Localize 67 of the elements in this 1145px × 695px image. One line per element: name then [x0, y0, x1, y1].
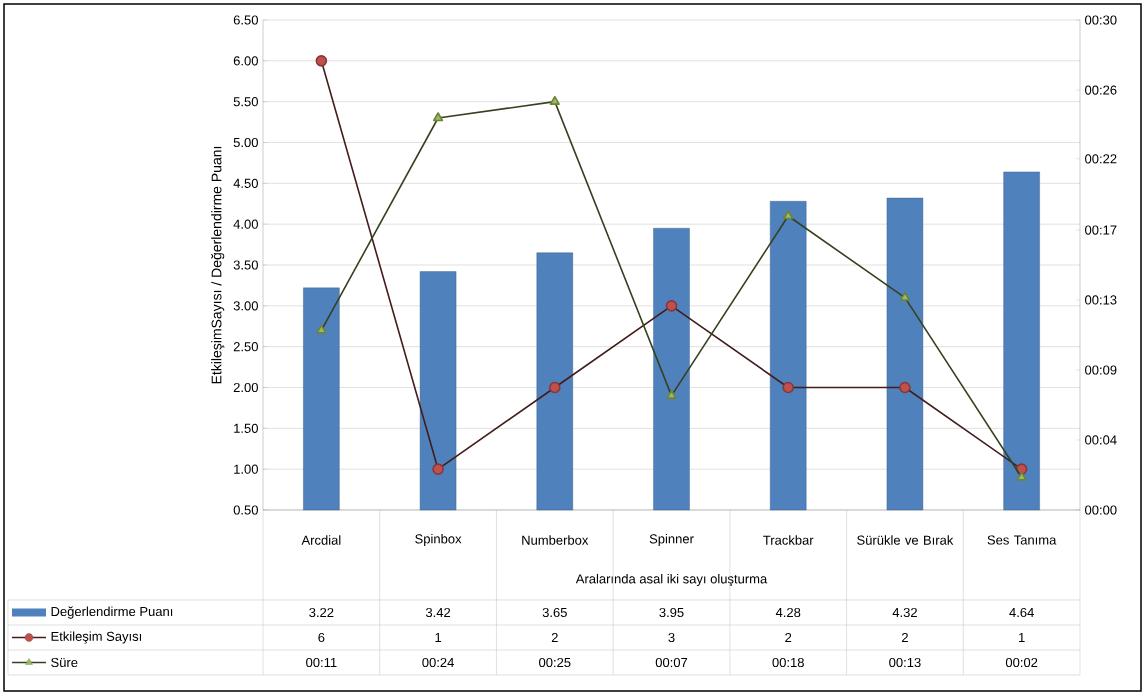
x-tick-label: Ses Tanıma [987, 535, 1057, 545]
y-tick-label: 4.00 [233, 219, 258, 229]
data-label: 3.42 [425, 607, 451, 618]
y2-tick-label: 00:17 [1085, 225, 1117, 235]
y2-tick-label: 00:22 [1085, 154, 1117, 164]
data-label: 2 [785, 632, 792, 643]
y2-tick-label: 00:04 [1085, 435, 1117, 445]
data-label: 00:07 [655, 657, 688, 668]
y-tick-label: 2.50 [233, 342, 258, 352]
y-tick-label: 4.50 [233, 178, 258, 188]
point [549, 95, 560, 105]
data-label: 3 [668, 632, 675, 643]
data-label: 1 [1019, 633, 1025, 642]
data-label: 4.28 [775, 607, 801, 618]
data-label: 00:24 [422, 657, 454, 668]
point [432, 112, 444, 122]
data-label: 2 [901, 632, 908, 643]
x-tick-label: Trackbar [763, 535, 814, 545]
y2-tick-label: 00:26 [1085, 85, 1117, 95]
data-label: 00:25 [539, 657, 571, 668]
y-tick-label: 3.50 [233, 260, 258, 270]
legend-label: Süre [51, 657, 78, 668]
point [548, 381, 561, 394]
x-axis-title: Aralarında asal iki sayı oluşturma [575, 573, 768, 587]
point [1016, 471, 1027, 481]
y-tick-label: 1.00 [234, 464, 258, 474]
y-tick-label: 5.50 [233, 97, 258, 107]
y-tick-label: 1.50 [234, 423, 258, 433]
point [666, 389, 677, 399]
y-tick-label: 6.00 [233, 56, 258, 66]
y2-tick-label: 00:09 [1085, 365, 1117, 375]
x-tick-label: Sürükle ve Bırak [857, 535, 954, 545]
data-label: 2 [551, 632, 558, 643]
point [783, 210, 794, 220]
data-label: 6 [318, 632, 325, 643]
legend-label: Etkileşim Sayısı [51, 631, 142, 644]
data-label: 3.95 [659, 607, 684, 618]
point [315, 55, 328, 67]
x-tick-label: Arcdial [301, 535, 341, 545]
point [899, 291, 911, 301]
y-tick-label: 5.00 [233, 137, 258, 148]
point [316, 324, 327, 334]
data-label: 00:11 [306, 657, 337, 668]
x-tick-label: Spinner [649, 533, 694, 547]
y-tick-label: 0.50 [233, 505, 258, 515]
point [899, 381, 911, 394]
y-tick-label: 3.00 [233, 301, 258, 311]
legend-label: Değerlendirme Puanı [51, 606, 173, 619]
y2-tick-label: 00:00 [1085, 505, 1117, 515]
data-label: 00:02 [1005, 657, 1038, 668]
y-axis-title: EtkileşimSayısı / Değerlendirme Puanı [211, 146, 225, 384]
x-tick-label: Spinbox [415, 533, 462, 547]
y2-tick-label: 00:30 [1085, 15, 1117, 25]
point [782, 381, 795, 394]
data-label: 1 [435, 633, 442, 642]
data-label: 3.22 [309, 607, 334, 618]
data-label: 4.32 [892, 607, 917, 618]
y2-tick-label: 00:13 [1085, 295, 1117, 305]
data-label: 00:18 [772, 657, 804, 668]
data-label: 3.65 [542, 607, 567, 618]
data-label: 00:13 [889, 657, 921, 668]
y-tick-label: 2.00 [233, 382, 258, 393]
x-tick-label: Numberbox [522, 535, 589, 545]
y-tick-label: 6.50 [233, 15, 258, 25]
point [432, 463, 444, 475]
point [665, 300, 678, 312]
data-label: 4.64 [1009, 607, 1034, 618]
